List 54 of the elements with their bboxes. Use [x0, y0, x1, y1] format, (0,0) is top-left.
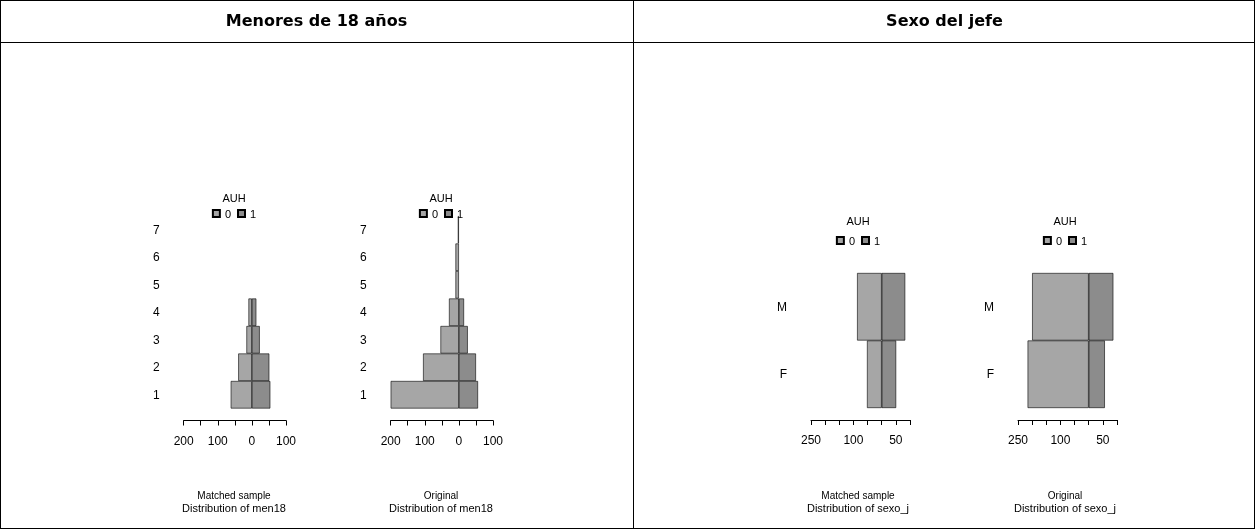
y-tick-label: 1	[359, 387, 367, 402]
x-tick-label: 250	[1007, 433, 1029, 447]
x-tick-label: 50	[1096, 433, 1110, 447]
y-tick-label: M	[984, 299, 994, 314]
legend-label: 0	[431, 207, 439, 220]
legend-label: 0	[224, 207, 232, 220]
x-axis-title: Distribution of sexo_j	[1013, 501, 1117, 514]
text: Original	[1047, 489, 1083, 501]
y-tick-label: 3	[152, 332, 160, 347]
y-tick-label: 7	[359, 222, 367, 237]
legend-title: AUH	[429, 191, 453, 204]
y-tick-label: 2	[152, 360, 160, 375]
y-tick-label: M	[777, 299, 787, 314]
x-axis-title: Distribution of sexo_j	[806, 501, 910, 514]
x-tick-label: 200	[380, 433, 402, 448]
x-tick-label: 0	[248, 433, 256, 448]
y-tick-label: 4	[152, 305, 160, 320]
y-tick-label: F	[779, 367, 787, 382]
x-axis-title: Distribution of men18	[182, 501, 286, 514]
x-tick-label: 100	[207, 433, 229, 448]
y-tick-label: 3	[359, 332, 367, 347]
y-tick-label: 4	[359, 305, 367, 320]
x-tick-label: 250	[800, 433, 822, 447]
y-tick-label: 5	[359, 277, 367, 292]
x-tick-label: 200	[173, 433, 195, 448]
x-tick-label: 50	[889, 433, 903, 447]
x-tick-label: 100	[482, 433, 504, 448]
x-tick-label: 100	[843, 433, 864, 447]
y-tick-label: 2	[359, 360, 367, 375]
y-tick-label: 1	[152, 387, 160, 402]
chart-title: Menores de 18 años	[224, 10, 409, 32]
y-tick-label: F	[986, 367, 994, 382]
y-tick-label: 5	[152, 277, 160, 292]
text: Sexo del jefe	[885, 10, 1004, 32]
legend-title: AUH	[222, 191, 246, 204]
x-tick-label: 100	[1050, 433, 1071, 447]
legend-label: 1	[1081, 234, 1088, 247]
text: Matched sample	[197, 489, 272, 501]
y-tick-label: 6	[359, 250, 367, 265]
y-tick-label: 6	[152, 250, 160, 265]
legend-label: 0	[1055, 234, 1063, 247]
x-tick-label: 100	[414, 433, 436, 448]
legend-title: AUH	[846, 214, 870, 227]
y-tick-label: 7	[152, 222, 160, 237]
legend-label: 1	[457, 207, 464, 220]
text: Matched sample	[821, 489, 896, 501]
legend-label: 1	[250, 207, 257, 220]
legend-title: AUH	[1053, 214, 1077, 227]
legend-label: 1	[874, 234, 881, 247]
x-tick-label: 0	[455, 433, 463, 448]
legend-label: 0	[848, 234, 856, 247]
x-tick-label: 100	[275, 433, 297, 448]
text: Original	[423, 489, 459, 501]
x-axis-title: Distribution of men18	[389, 501, 493, 514]
